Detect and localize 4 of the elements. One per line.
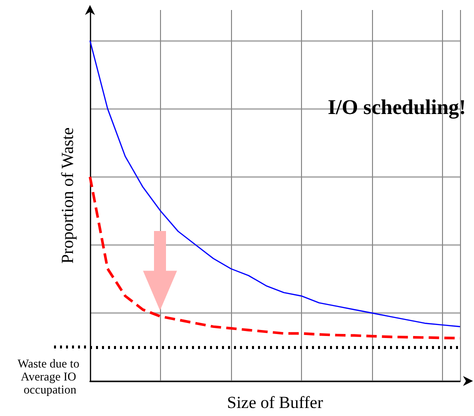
x-axis-title: Size of Buffer bbox=[227, 393, 324, 412]
annotation: I/O scheduling! bbox=[328, 95, 466, 120]
legend-label: Waste due to Average IO occupation bbox=[18, 356, 82, 397]
y-axis-title: Proportion of Waste bbox=[58, 127, 77, 264]
